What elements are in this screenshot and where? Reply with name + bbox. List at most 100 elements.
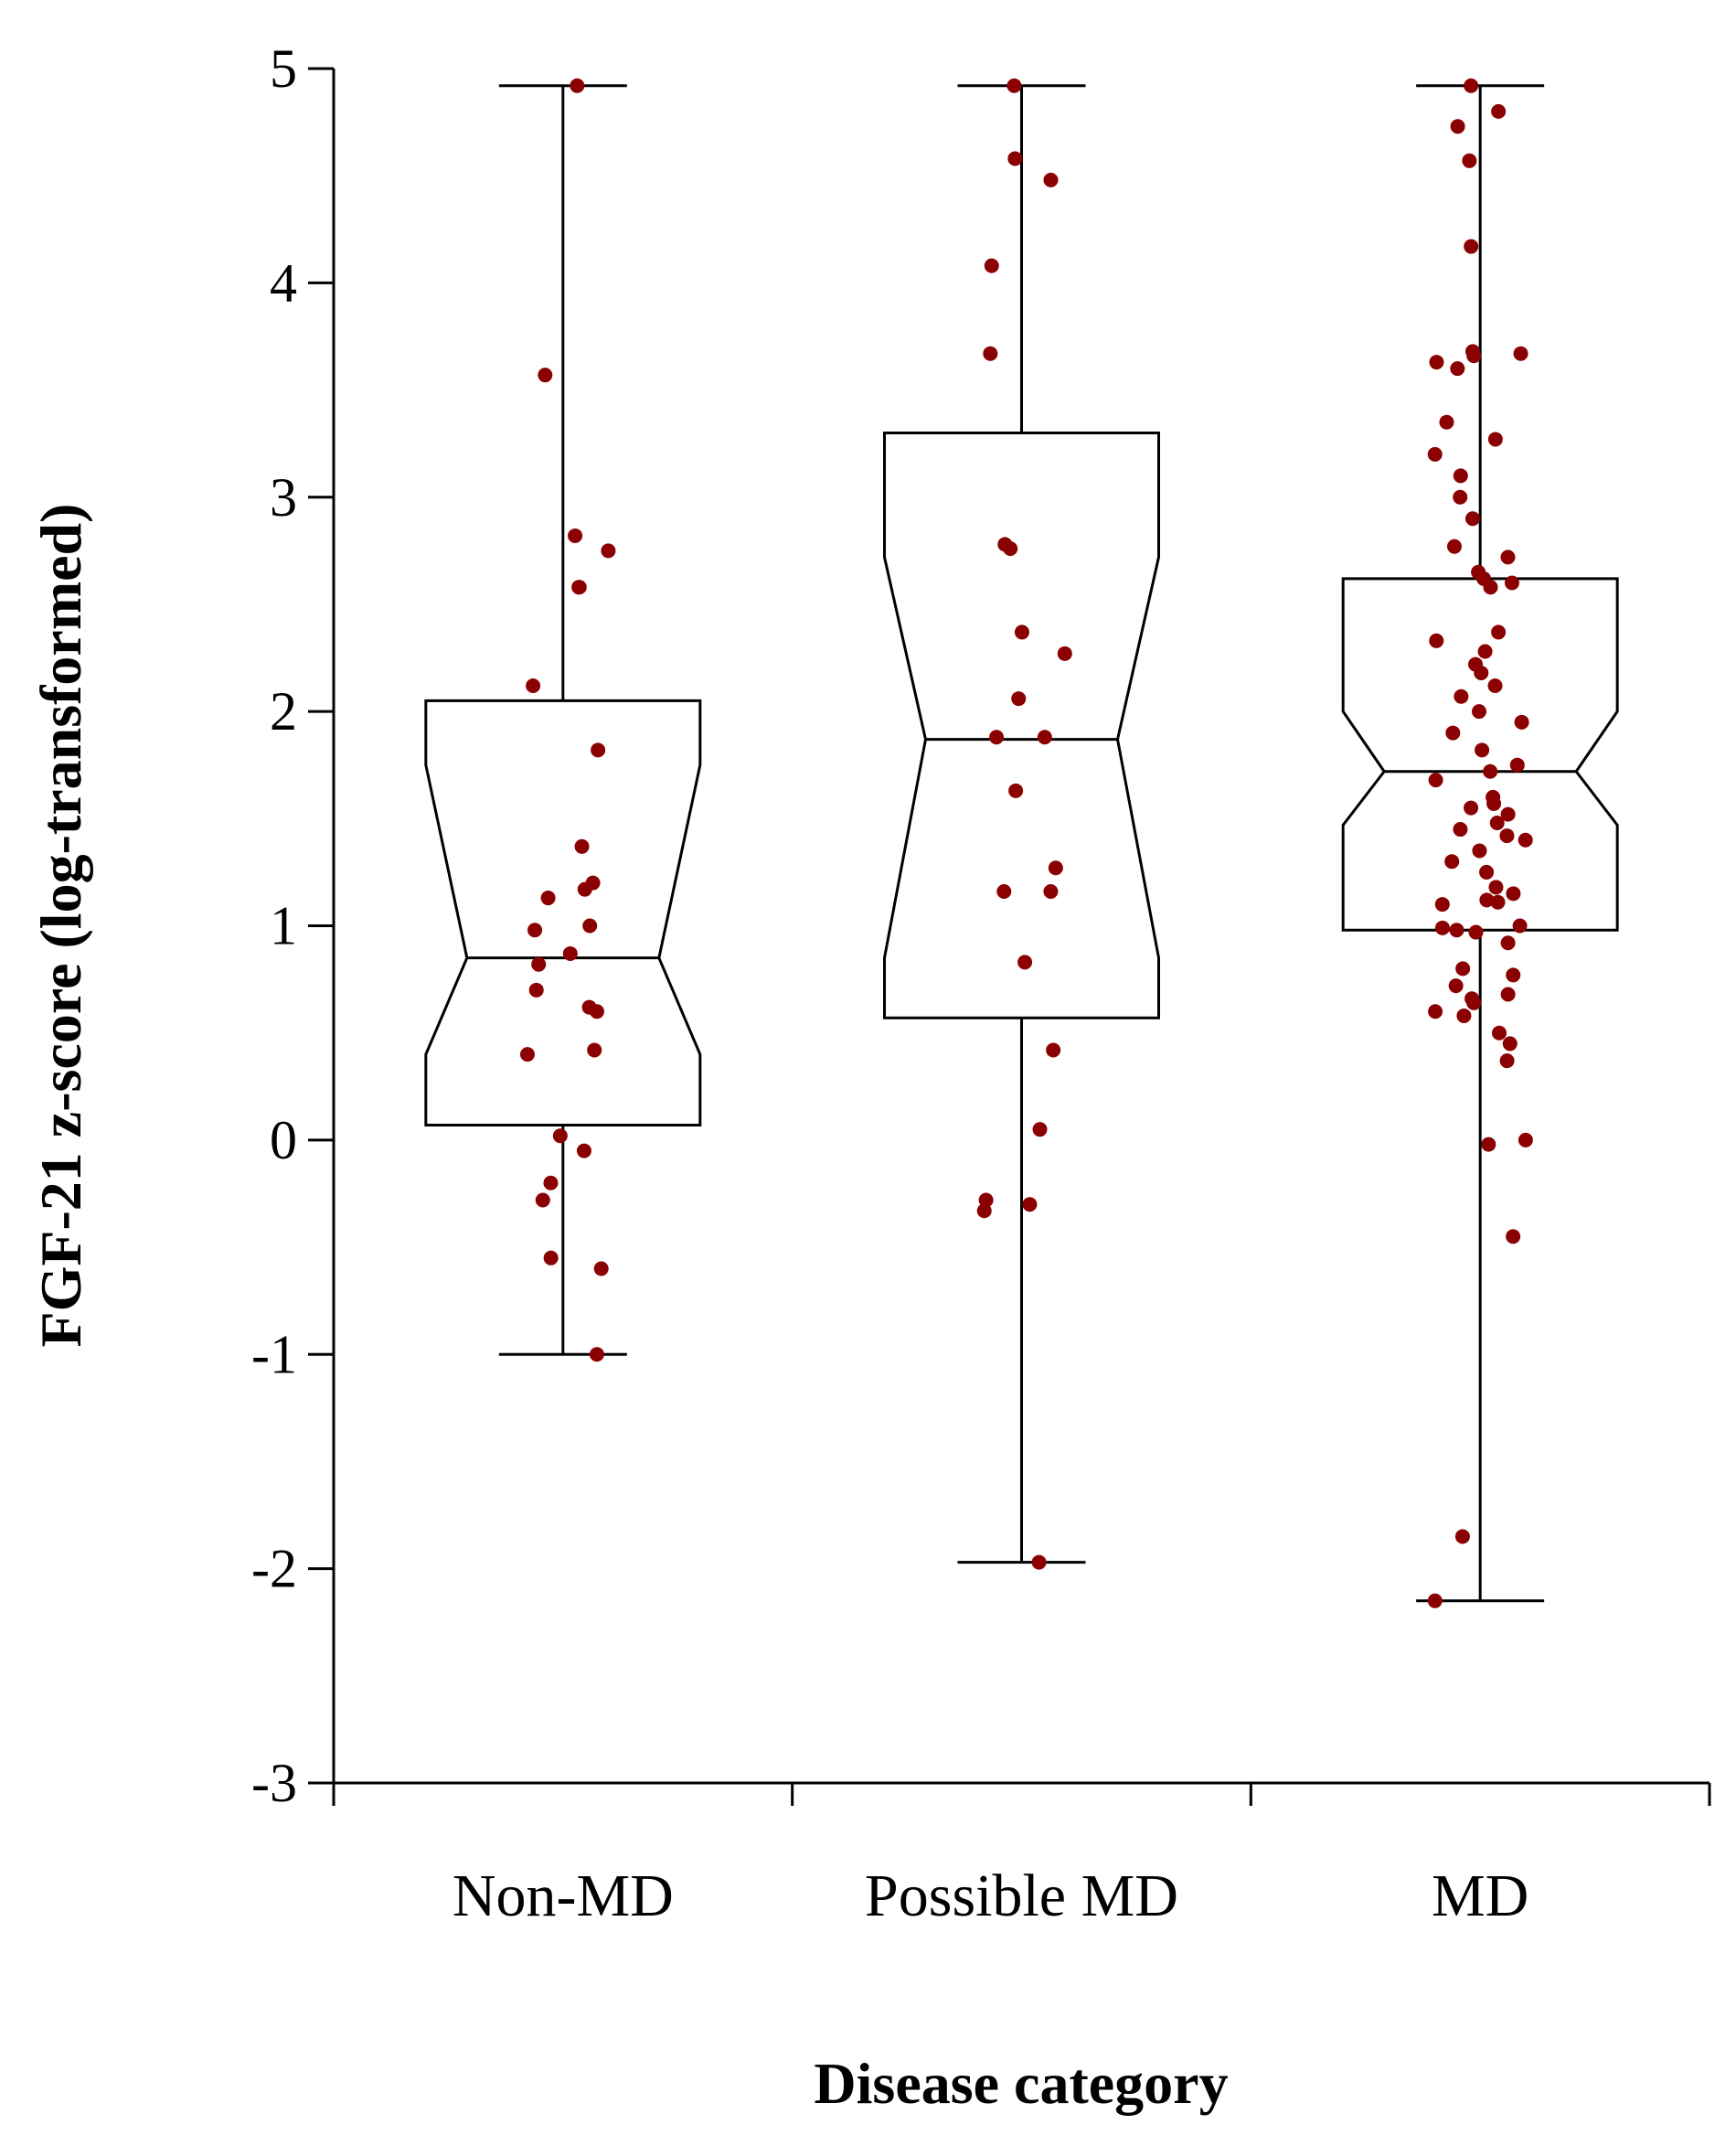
data-point [531,956,547,972]
data-point [1490,894,1506,910]
data-point [1487,678,1503,693]
data-point [1444,854,1460,870]
data-point [540,891,556,906]
data-point [1518,1132,1533,1148]
data-point [526,678,541,693]
data-point [543,1175,559,1190]
data-point [1046,1042,1061,1058]
data-point [587,1042,602,1058]
data-point [1514,714,1529,730]
data-point [1506,1229,1521,1244]
data-point [1428,1004,1443,1019]
data-point [1472,843,1487,859]
data-point [1479,892,1495,908]
data-point [1500,550,1516,565]
data-point [1448,978,1464,994]
data-point [1439,414,1454,430]
data-point [1471,704,1486,720]
x-ticks: Non-MD Possible MD MD [332,1783,1711,1929]
data-point [577,881,592,897]
data-point [1454,1529,1470,1544]
data-point [1454,689,1469,704]
data-point [1456,1008,1472,1023]
data-point [591,742,606,758]
data-point [1017,955,1033,970]
data-point [1427,446,1443,462]
data-point [1453,822,1468,838]
box-1 [424,84,702,1356]
data-point [527,923,543,938]
data-point [601,543,616,559]
data-point [1429,633,1444,648]
data-point [1506,967,1521,983]
y-tick-label: -1 [251,1324,297,1384]
data-point [1500,806,1516,822]
data-point [1489,816,1505,830]
data-point [1475,742,1490,758]
data-point [978,1192,994,1208]
data-point [1464,800,1479,816]
data-point [1488,880,1504,895]
data-point [1492,1025,1507,1041]
data-point [1500,987,1516,1002]
y-tick-label: 5 [270,38,297,99]
box-3 [1341,84,1619,1603]
data-point [1434,897,1450,913]
data-point [1449,923,1464,938]
y-tick-label: 4 [270,252,297,313]
y-tick-label: 3 [270,467,297,528]
data-point [1483,763,1498,779]
data-point [1428,773,1443,788]
x-category-label: Possible MD [865,1863,1178,1929]
data-point [1464,78,1479,93]
data-point [1434,920,1450,935]
data-point [1057,646,1072,661]
y-tick-label: 1 [270,896,297,956]
data-point [1491,624,1507,640]
data-point [1462,153,1477,168]
x-category-label: Non-MD [453,1863,674,1929]
data-point [1445,725,1461,741]
data-point [1504,575,1519,591]
data-point [571,580,587,595]
data-point [1450,361,1465,377]
data-point [1455,961,1471,977]
x-axis-title: Disease category [814,2051,1228,2116]
data-point [1474,665,1489,680]
data-point [1464,511,1480,527]
y-ticks: 5 4 3 2 1 0 -1 -2 -3 [251,38,334,1813]
data-point [1450,119,1465,134]
data-point [1048,860,1063,876]
data-point [1427,1593,1443,1608]
data-point [1481,1137,1496,1152]
data-point [1022,1197,1038,1212]
data-point [1479,864,1495,880]
boxes [424,84,1619,1603]
data-point [989,730,1005,745]
data-point [1502,1036,1518,1051]
data-point [1031,1554,1047,1570]
data-point [996,884,1012,899]
data-point [589,1004,604,1019]
data-point [1499,1053,1515,1069]
data-point [574,838,590,854]
data-point [576,1143,591,1158]
data-point [528,982,544,998]
data-point [593,1261,609,1276]
data-point [1466,995,1482,1010]
data-point [1513,346,1528,361]
data-point [1506,886,1521,902]
data-point [1468,924,1484,940]
notched-box [424,699,702,1126]
data-point [1464,239,1479,254]
data-point [1500,935,1516,951]
data-points [519,78,1533,1608]
data-point [582,918,598,934]
data-point [1512,918,1528,934]
data-point [1509,757,1525,773]
data-point [1006,78,1022,93]
x-category-label: MD [1432,1863,1528,1929]
data-point [1043,172,1059,187]
y-tick-label: -3 [251,1753,297,1813]
